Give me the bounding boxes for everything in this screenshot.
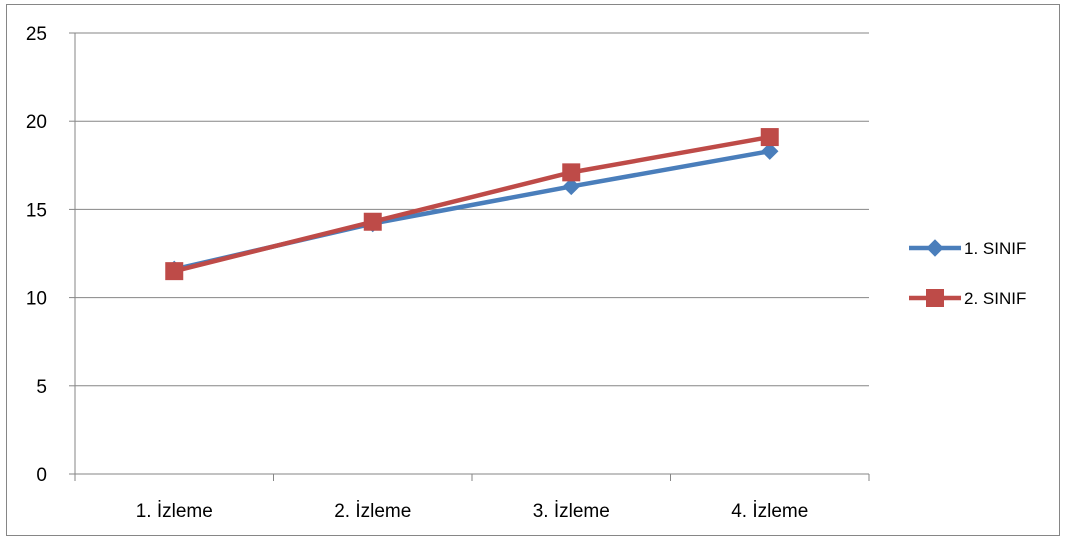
legend-square-marker: [926, 289, 944, 307]
series-line: [172, 134, 772, 274]
legend-label: 2. SINIF: [964, 289, 1026, 308]
legend: 1. SINIF 2. SINIF: [909, 239, 1026, 308]
series-lines: [165, 128, 779, 281]
legend-diamond-marker: [926, 239, 944, 257]
series-1: [165, 142, 779, 279]
series-2: [165, 128, 779, 281]
data-point-diamond: [761, 142, 779, 160]
y-tick-label: 20: [26, 112, 47, 133]
gridlines: [75, 32, 869, 387]
x-tick-label: 4. İzleme: [731, 501, 808, 522]
data-point-square: [363, 212, 382, 231]
y-tick-label: 0: [36, 465, 47, 486]
data-point-diamond: [562, 177, 580, 196]
y-tick-label: 5: [36, 377, 47, 398]
y-tick-label: 10: [26, 289, 47, 310]
data-point-square: [165, 262, 184, 281]
legend-label: 1. SINIF: [964, 239, 1026, 258]
axes: 0 5 10 15 20 25 1. İzleme 2. İzleme 3. İzleme 4. …: [26, 24, 870, 522]
series-line: [172, 148, 772, 272]
legend-item-2: 2. SINIF: [909, 289, 1026, 308]
x-tick-label: 1. İzleme: [136, 501, 213, 522]
legend-item-1: 1. SINIF: [909, 239, 1026, 258]
x-tick-label: 3. İzleme: [533, 501, 610, 522]
data-point-square: [562, 163, 581, 182]
x-tick-label: 2. İzleme: [334, 501, 411, 522]
data-point-square: [760, 128, 779, 147]
y-tick-label: 25: [26, 24, 47, 45]
y-tick-label: 15: [26, 200, 47, 221]
